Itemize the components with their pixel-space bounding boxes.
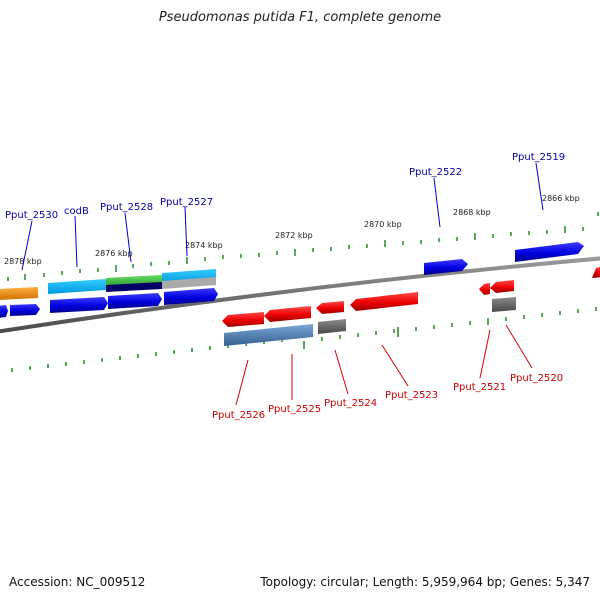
gene-arrow[interactable] — [224, 324, 313, 346]
gene-label: codB — [64, 206, 89, 217]
position-label: 2874 kbp — [185, 241, 223, 250]
position-label: 2866 kbp — [542, 194, 580, 203]
gene-arrow[interactable] — [424, 259, 468, 275]
gene-label: Pput_2519 — [512, 152, 565, 163]
gene-label: Pput_2530 — [5, 210, 58, 221]
gene-label: Pput_2524 — [324, 398, 377, 409]
gene-label: Pput_2522 — [409, 167, 462, 178]
plus-leader-lines — [21, 162, 544, 271]
gene-label: Pput_2523 — [385, 390, 438, 401]
plus-gene-labels: Pput_2530 codB Pput_2528 Pput_2527 Pput_… — [5, 152, 565, 221]
gene-arrow[interactable] — [350, 292, 418, 311]
gene-arrow[interactable] — [162, 277, 216, 289]
genome-backbone — [0, 256, 600, 334]
gene-label: Pput_2528 — [100, 202, 153, 213]
gene-label: Pput_2527 — [160, 197, 213, 208]
gene-label: Pput_2526 — [212, 410, 265, 421]
position-label: 2870 kbp — [364, 220, 402, 229]
genome-stats-text: Topology: circular; Length: 5,959,964 bp… — [260, 575, 590, 589]
position-label: 2876 kbp — [95, 249, 133, 258]
gene-arrow[interactable] — [592, 266, 600, 278]
position-label: 2878 kbp — [4, 257, 42, 266]
minus-leader-lines — [235, 324, 533, 406]
plus-strand-genes — [0, 242, 600, 318]
position-label: 2872 kbp — [275, 231, 313, 240]
gene-arrow[interactable] — [490, 280, 514, 293]
gene-arrow[interactable] — [0, 287, 38, 300]
gene-arrow[interactable] — [50, 297, 108, 313]
gene-arrow[interactable] — [108, 293, 162, 309]
position-labels: 2878 kbp 2876 kbp 2874 kbp 2872 kbp 2870… — [4, 194, 580, 266]
gene-arrow[interactable] — [0, 305, 8, 318]
gene-arrow[interactable] — [164, 288, 218, 305]
gene-label: Pput_2520 — [510, 373, 563, 384]
gene-arrow[interactable] — [264, 306, 311, 322]
minus-gene-labels: Pput_2526 Pput_2525 Pput_2524 Pput_2523 … — [212, 373, 563, 421]
minus-strand-genes — [222, 280, 516, 346]
gene-arrow[interactable] — [318, 319, 346, 334]
gene-label: Pput_2525 — [268, 404, 321, 415]
inner-tick-marks — [11, 307, 597, 372]
accession-text: Accession: NC_009512 — [9, 575, 146, 589]
gene-arrow[interactable] — [48, 279, 106, 294]
gene-arrow[interactable] — [222, 312, 264, 327]
gene-arrow[interactable] — [106, 282, 162, 292]
gene-label: Pput_2521 — [453, 382, 506, 393]
position-label: 2868 kbp — [453, 208, 491, 217]
gene-arrow[interactable] — [492, 297, 516, 312]
gene-arrow[interactable] — [10, 304, 40, 316]
gene-arrow[interactable] — [515, 242, 584, 262]
map-title: Pseudomonas putida F1, complete genome — [158, 10, 442, 25]
gene-arrow[interactable] — [479, 283, 490, 295]
outer-tick-marks — [7, 212, 599, 281]
gene-arrow[interactable] — [316, 301, 344, 314]
